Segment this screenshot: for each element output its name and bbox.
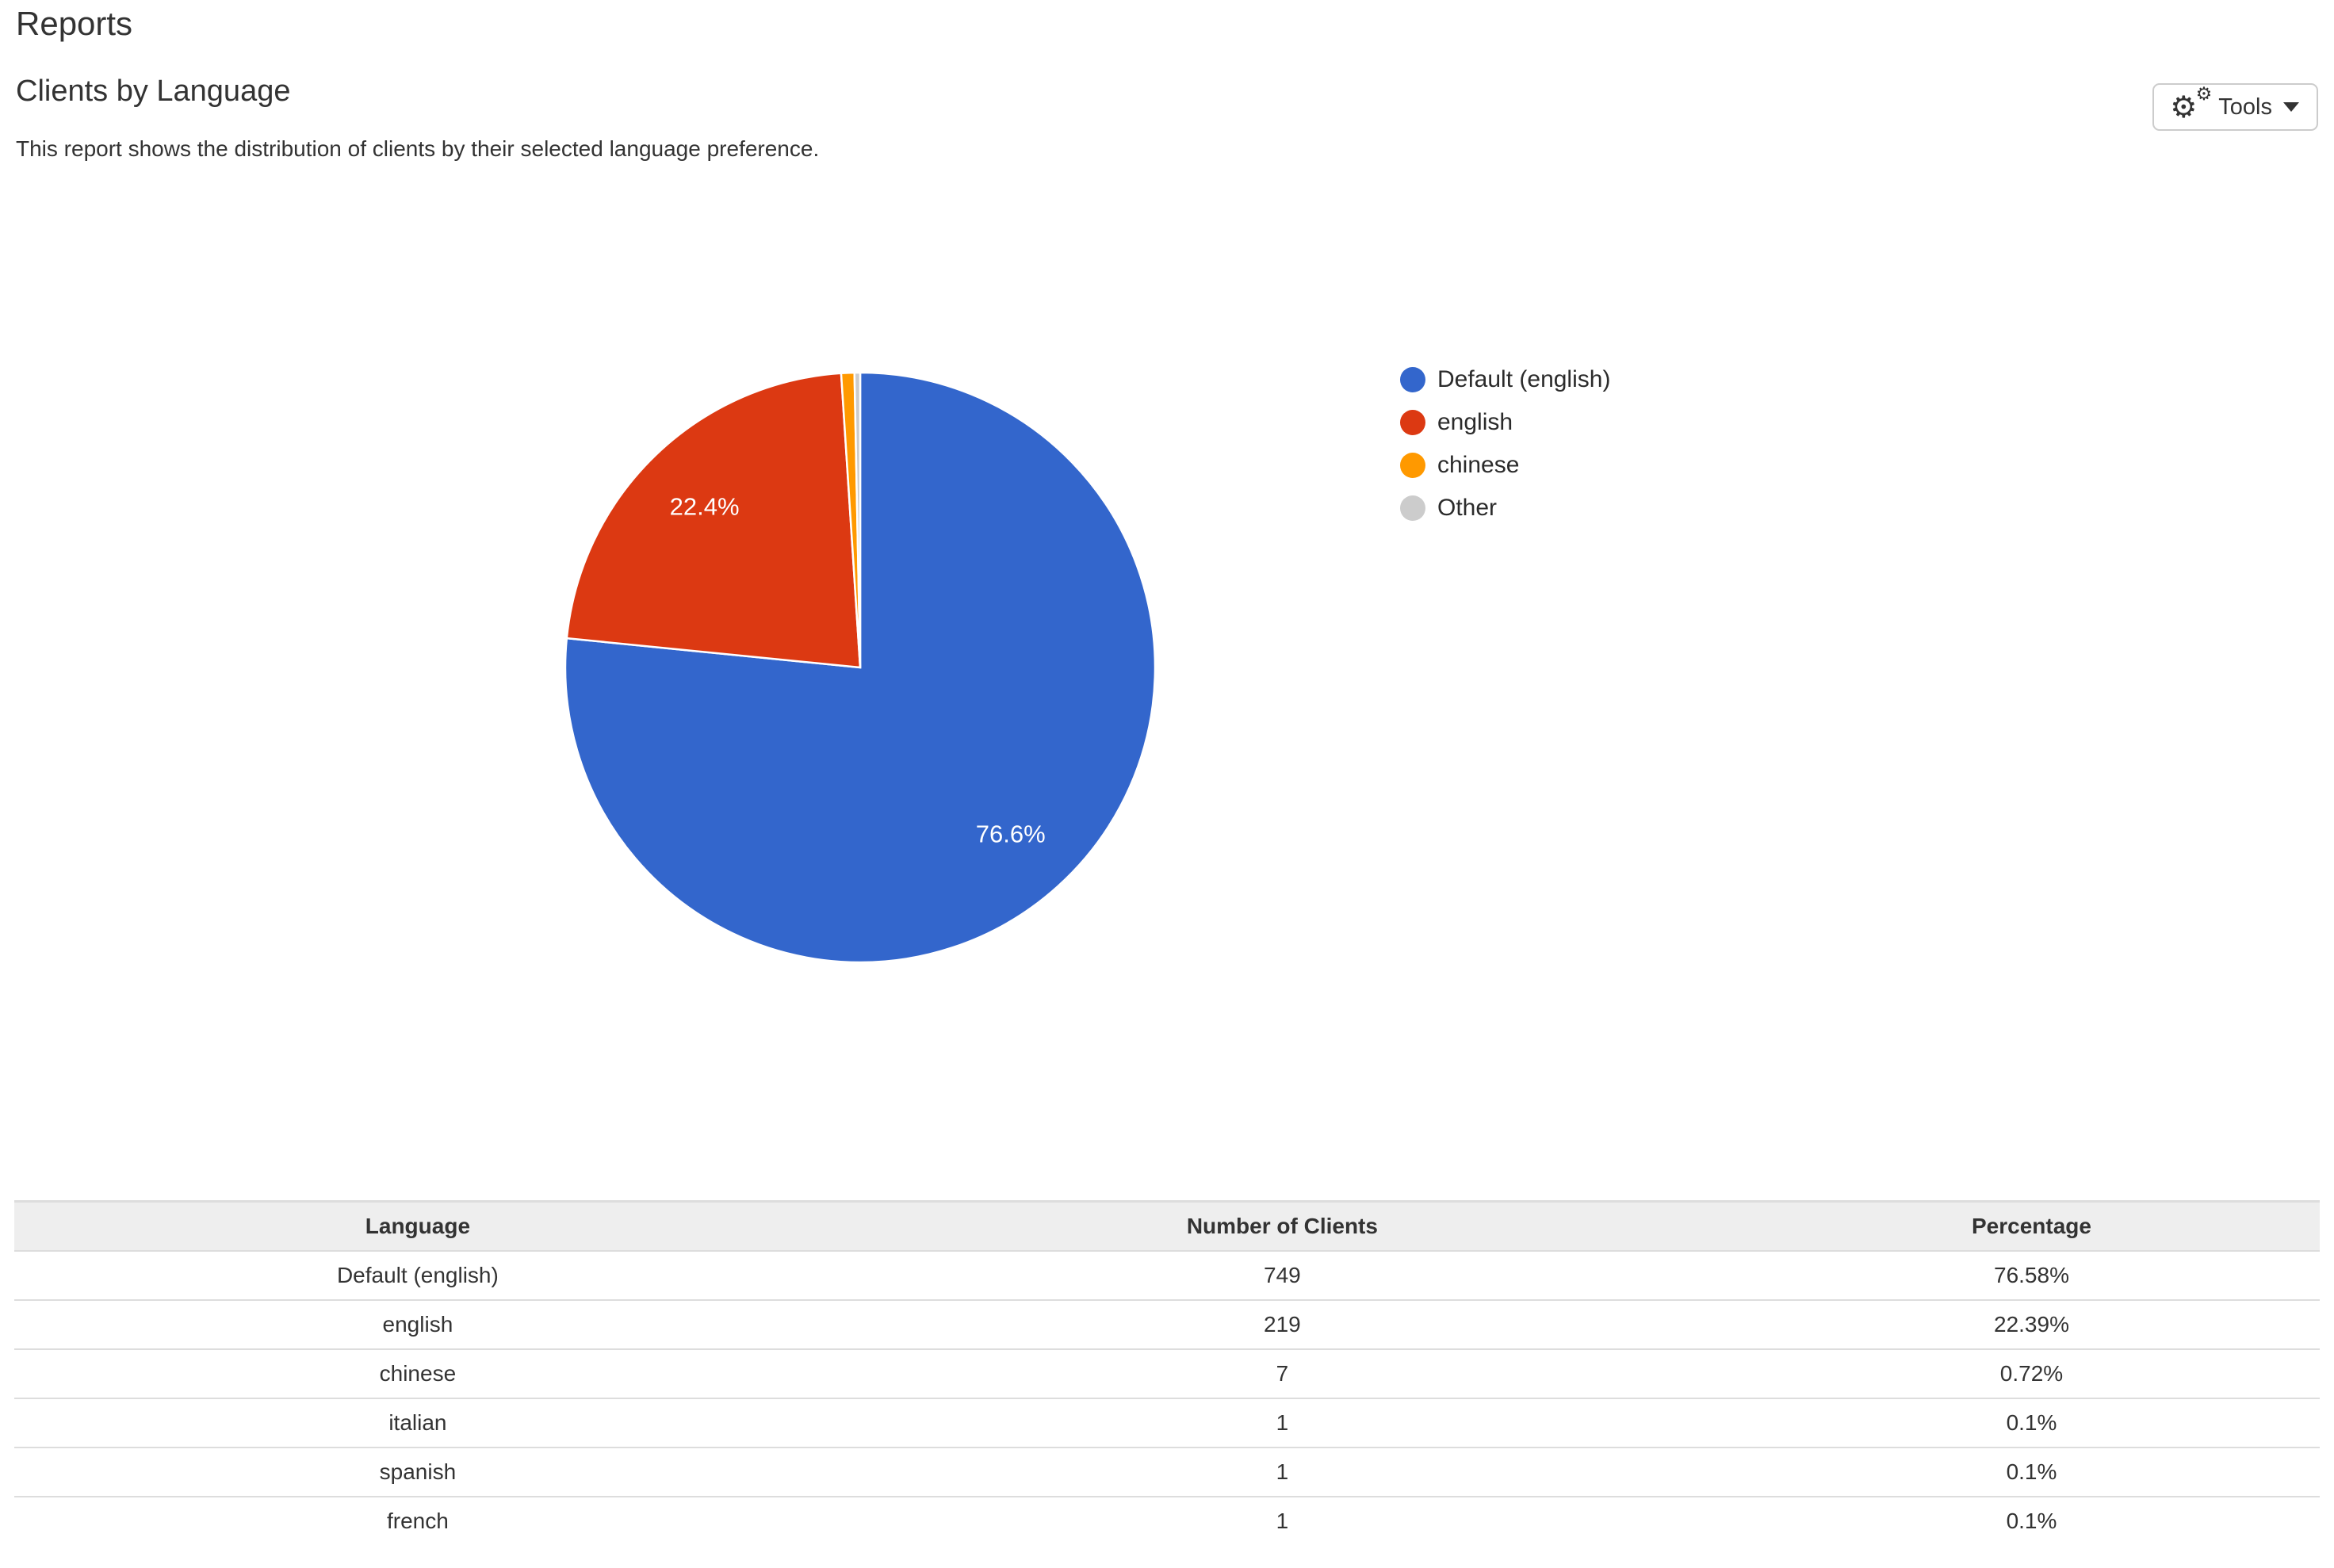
table-header-percentage: Percentage [1743,1200,2320,1251]
table-cell: Default (english) [14,1249,821,1300]
pie-slice-english[interactable] [565,372,862,669]
legend-label: Default (english) [1437,366,1611,392]
table-cell: 749 [821,1249,1743,1300]
table-header-number-of-clients: Number of Clients [821,1200,1743,1251]
table-row-chinese: chinese 7 0.72% [14,1348,2320,1398]
legend-swatch-icon [1400,453,1425,478]
gears-icon: ⚙ ⚙ [2170,84,2213,124]
legend-item-chinese[interactable]: chinese [1400,452,1610,479]
table-header-language: Language [14,1200,821,1251]
table-cell: chinese [14,1348,821,1398]
pie-chart-svg: 76.6% 22.4% [564,371,1157,964]
legend-item-default-english[interactable]: Default (english) [1400,366,1610,393]
pie-slice-label-default-english: 76.6% [976,820,1046,848]
table-row-english: english 219 22.39% [14,1298,2320,1349]
table-row-italian: italian 1 0.1% [14,1397,2320,1448]
legend-item-other[interactable]: Other [1400,495,1610,522]
pie-chart: 76.6% 22.4% [559,366,1161,969]
table-cell: italian [14,1397,821,1448]
table-cell: 1 [821,1397,1743,1448]
legend-item-english[interactable]: english [1400,409,1610,436]
table-cell: 0.1% [1743,1446,2320,1497]
table-row-spanish: spanish 1 0.1% [14,1446,2320,1497]
chevron-down-icon [2283,102,2299,112]
tools-button-label: Tools [2218,94,2272,120]
legend-label: Other [1437,495,1498,521]
pie-slice-other[interactable] [853,371,862,668]
table-row-french: french 1 0.1% [14,1495,2320,1546]
table-header-row: Language Number of Clients Percentage [14,1200,2320,1251]
table-cell: 0.1% [1743,1495,2320,1546]
legend-swatch-icon [1400,495,1425,521]
chart-legend: Default (english) english chinese Other [1400,366,1610,522]
table-row-default-english: Default (english) 749 76.58% [14,1249,2320,1300]
legend-swatch-icon [1400,410,1425,435]
pie-slice-label-english: 22.4% [670,493,740,521]
table-cell: 219 [821,1298,1743,1349]
table-cell: spanish [14,1446,821,1497]
table-cell: english [14,1298,821,1349]
table-cell: 0.72% [1743,1348,2320,1398]
pie-slice-default-english[interactable] [564,371,1157,964]
tools-button[interactable]: ⚙ ⚙ Tools [2152,83,2318,131]
legend-label: chinese [1437,452,1520,478]
table-header-row: Language Number of Clients Percentage [14,1200,2320,1251]
legend-swatch-icon [1400,367,1425,392]
report-description: This report shows the distribution of cl… [16,136,820,161]
table-cell: 1 [821,1446,1743,1497]
report-title: Clients by Language [16,75,291,108]
table-cell: french [14,1495,821,1546]
table-cell: 22.39% [1743,1298,2320,1349]
legend-label: english [1437,409,1513,435]
table-cell: 0.1% [1743,1397,2320,1448]
table-cell: 76.58% [1743,1249,2320,1300]
table-body: Default (english) 749 76.58% english 219 22.3… [14,1249,2320,1546]
language-report-table: Language Number of Clients Percentage Defa… [14,1200,2320,1546]
table-cell: 1 [821,1495,1743,1546]
page-title: Reports [16,5,133,42]
pie-chart-region: 76.6% 22.4% Default (english) english chine… [559,366,1610,969]
table-cell: 7 [821,1348,1743,1398]
